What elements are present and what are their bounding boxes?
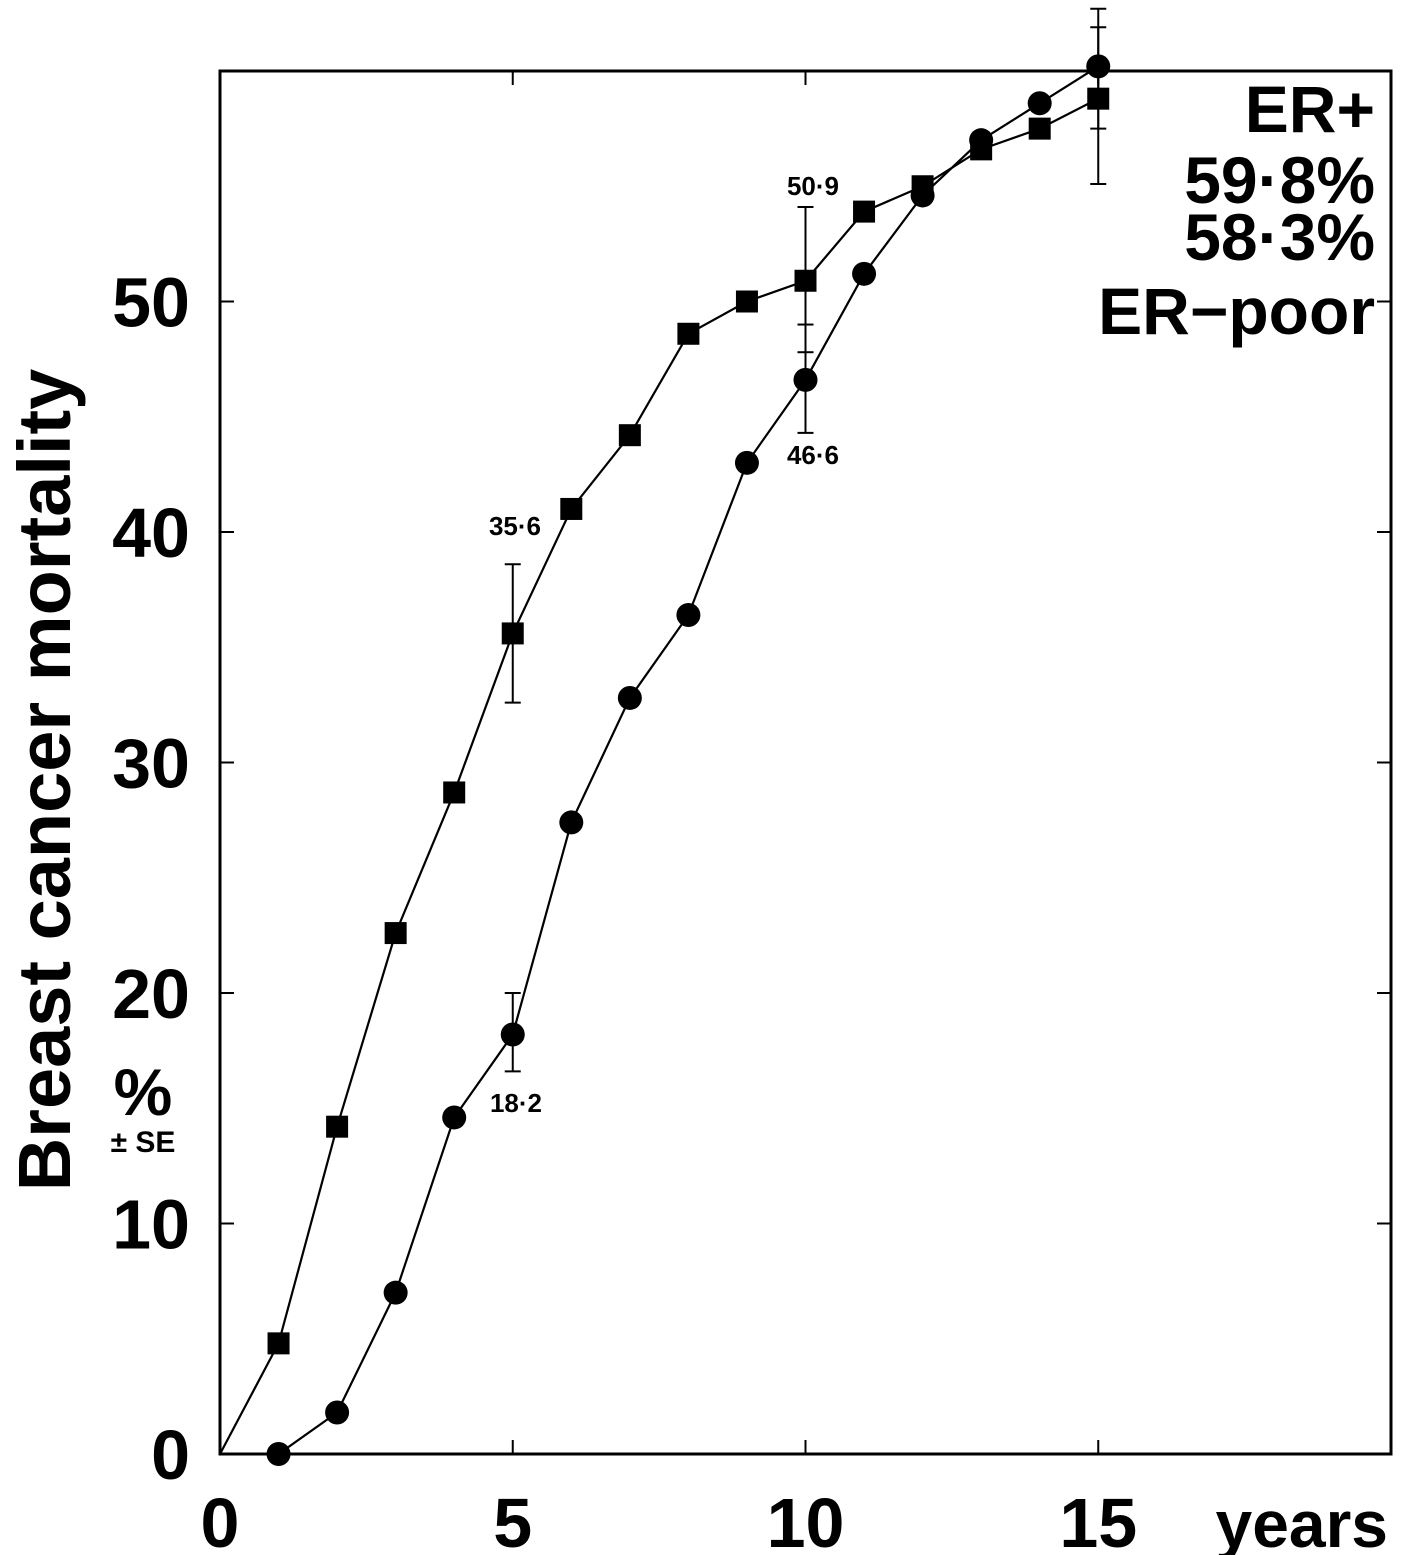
data-point-square: [1028, 117, 1051, 140]
data-point-circle: [559, 810, 584, 835]
data-point-square: [853, 200, 876, 223]
annotation-50-9: 50·9: [787, 171, 839, 201]
data-point-circle: [734, 450, 759, 475]
y-tick-label: 0: [151, 1416, 190, 1494]
data-point-square: [560, 497, 583, 520]
y-tick-label: 20: [112, 955, 190, 1033]
series-layer: [219, 7, 1111, 1466]
legend-line-er-poor: ER−poor: [1098, 274, 1375, 348]
y-axis-title: Breast cancer mortality: [3, 369, 86, 1192]
data-point-square: [326, 1115, 349, 1138]
y-axis-unit-sub: ± SE: [111, 1126, 176, 1159]
data-point-square: [677, 322, 700, 345]
data-point-circle: [266, 1442, 291, 1466]
data-point-square: [267, 1332, 290, 1355]
data-point-circle: [1027, 91, 1052, 116]
data-point-square: [1087, 87, 1110, 110]
data-point-square: [794, 269, 817, 292]
data-point-circle: [383, 1280, 408, 1305]
data-point-circle: [676, 602, 701, 627]
data-point-square: [735, 290, 758, 313]
y-tick-label: 50: [112, 264, 190, 342]
data-point-square: [618, 424, 641, 447]
data-point-circle: [442, 1105, 467, 1130]
series-circle: [220, 7, 1111, 1466]
data-point-square: [443, 781, 466, 804]
data-point-square: [501, 622, 524, 645]
y-tick-label: 10: [112, 1186, 190, 1264]
y-axis-unit: %: [114, 1055, 173, 1129]
x-axis-title: years: [1215, 1487, 1388, 1555]
legend: ER+ 59·8% 58·3% ER−poor: [1098, 72, 1375, 348]
x-tick-label: 0: [201, 1484, 240, 1555]
data-point-circle: [852, 261, 877, 286]
data-point-circle: [325, 1400, 350, 1425]
series-square: [219, 26, 1110, 1455]
data-point-square: [911, 175, 934, 198]
legend-line-er-positive-value: 59·8%: [1184, 143, 1375, 217]
legend-line-er-poor-value: 58·3%: [1184, 200, 1375, 274]
annotation-46-6: 46·6: [787, 440, 839, 470]
x-tick-label: 5: [493, 1484, 532, 1555]
legend-line-er-positive: ER+: [1245, 72, 1375, 146]
data-point-square: [970, 138, 993, 161]
y-tick-label: 30: [112, 725, 190, 803]
data-point-circle: [500, 1022, 525, 1047]
data-point-circle: [793, 367, 818, 392]
x-tick-label: 15: [1059, 1484, 1137, 1555]
y-tick-label: 40: [112, 494, 190, 572]
series-line-square: [219, 97, 1099, 1455]
y-axis-title-group: Breast cancer mortality % ± SE: [3, 369, 175, 1192]
data-point-circle: [617, 685, 642, 710]
annotation-18-2: 18·2: [490, 1088, 542, 1118]
data-point-square: [384, 922, 407, 945]
annotation-35-6: 35·6: [489, 511, 541, 541]
series-line-circle: [220, 65, 1099, 1456]
annotation-layer: 35·6 18·2 50·9 46·6: [489, 171, 839, 1118]
x-tick-label: 10: [767, 1484, 845, 1555]
axis-ticks: 0 5 10 15 0 10 20 30 40 50: [112, 71, 1391, 1555]
